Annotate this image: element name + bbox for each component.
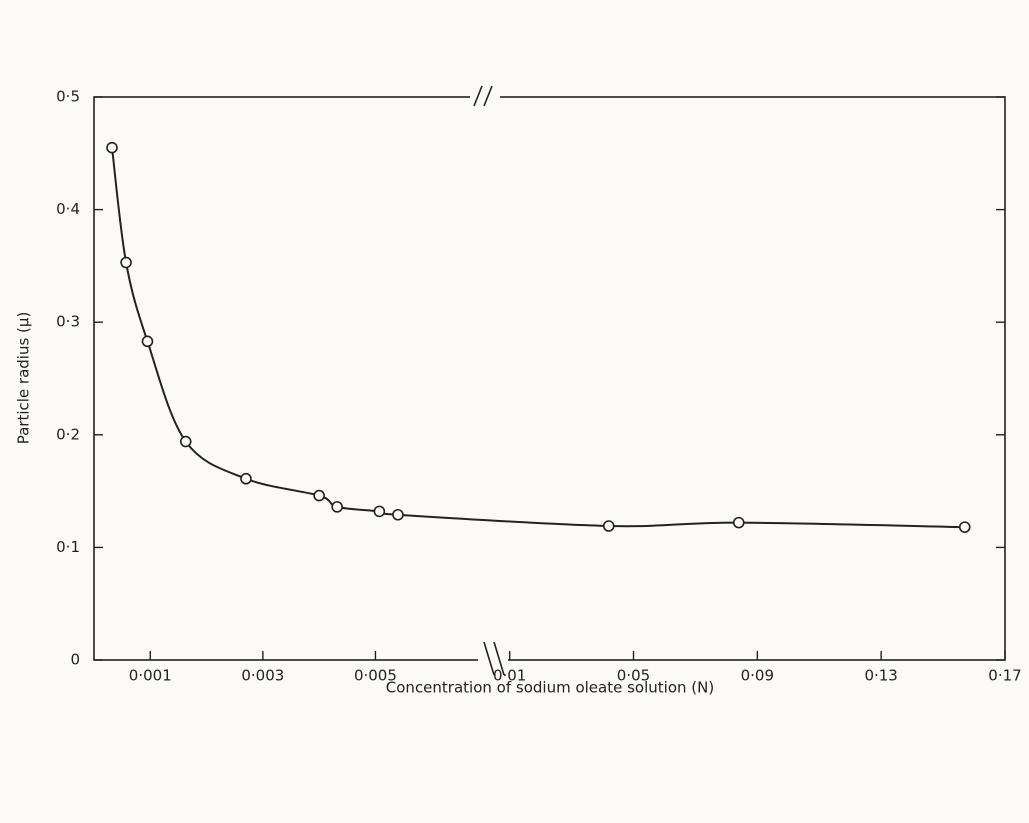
x-tick-label: 0·003 <box>241 667 284 685</box>
y-tick-label: 0·5 <box>56 88 80 106</box>
data-point <box>374 506 384 516</box>
x-tick-label: 0·17 <box>988 667 1021 685</box>
x-tick-label: 0·005 <box>354 667 397 685</box>
data-point <box>142 336 152 346</box>
chart: Concentration of sodium oleate solution … <box>0 0 1029 819</box>
x-tick-label: 0·13 <box>864 667 897 685</box>
data-point <box>393 510 403 520</box>
x-tick-label: 0·09 <box>741 667 774 685</box>
fit-curve <box>112 148 965 527</box>
data-point <box>604 521 614 531</box>
data-point <box>107 143 117 153</box>
y-axis-label: Particle radius (μ) <box>15 312 33 445</box>
data-point <box>121 258 131 268</box>
y-tick-label: 0·4 <box>56 200 80 218</box>
data-point <box>332 502 342 512</box>
data-point <box>960 522 970 532</box>
y-tick-label: 0·3 <box>56 313 80 331</box>
plot-frame <box>94 97 1005 660</box>
x-axis-label: Concentration of sodium oleate solution … <box>386 679 714 697</box>
x-tick-label: 0·001 <box>129 667 172 685</box>
data-point <box>314 491 324 501</box>
y-tick-label: 0·1 <box>56 538 80 556</box>
x-tick-label: 0·01 <box>493 667 526 685</box>
data-point <box>181 437 191 447</box>
data-point <box>241 474 251 484</box>
y-tick-label: 0 <box>70 651 80 669</box>
data-point <box>734 518 744 528</box>
y-tick-label: 0·2 <box>56 425 80 443</box>
x-tick-label: 0·05 <box>617 667 650 685</box>
